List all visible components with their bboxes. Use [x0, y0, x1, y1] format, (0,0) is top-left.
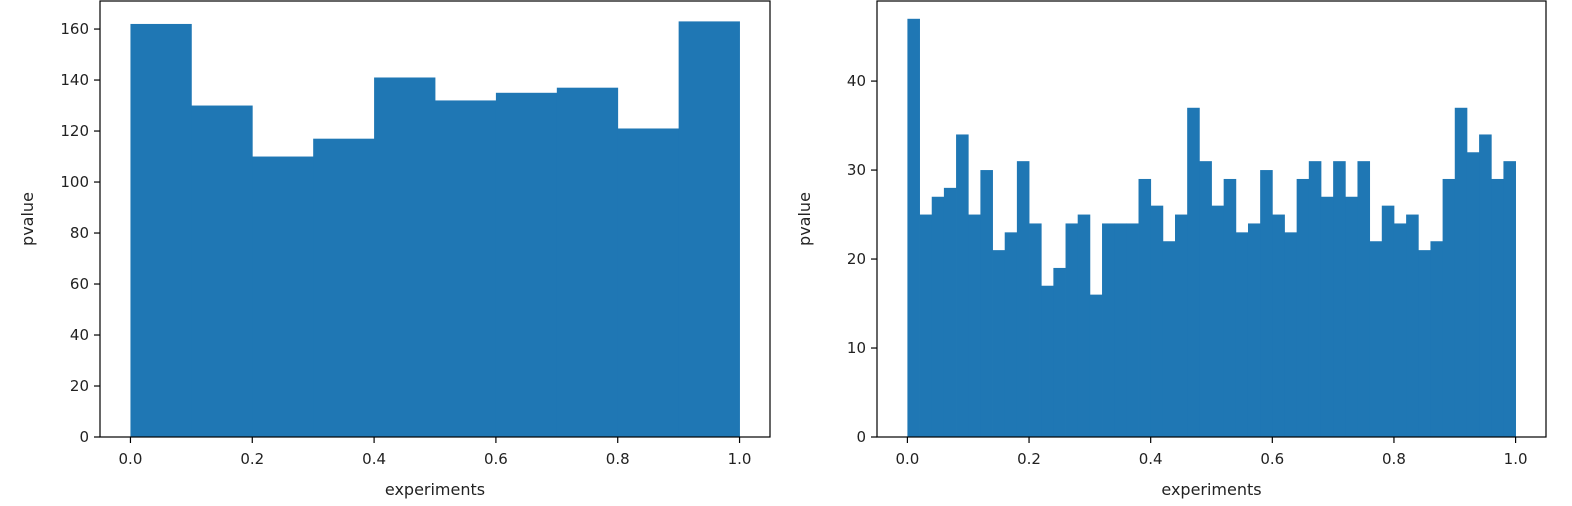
y-axis-label-right: pvalue	[795, 192, 814, 246]
histogram-bar	[1077, 214, 1091, 437]
histogram-bar	[1126, 223, 1139, 437]
y-tick-label: 30	[847, 161, 866, 179]
x-axis-label-left: experiments	[385, 480, 485, 499]
histogram-bar	[556, 87, 619, 437]
histogram-bar	[1357, 161, 1371, 437]
histogram-bar	[1211, 205, 1225, 437]
histogram-bar	[992, 250, 1006, 437]
x-tick-label: 0.2	[1017, 450, 1041, 468]
x-tick-label: 0.8	[1382, 450, 1406, 468]
histogram-bar	[1333, 161, 1346, 437]
y-tick-label: 60	[70, 275, 89, 293]
histogram-bar	[931, 196, 945, 437]
x-axis-label-right: experiments	[1161, 480, 1261, 499]
histogram-bar	[495, 92, 558, 437]
y-tick-label: 140	[60, 71, 89, 89]
histogram-bar	[1430, 241, 1444, 437]
histogram-bar	[1442, 178, 1456, 438]
histogram-bar	[678, 21, 740, 437]
histogram-bar	[1138, 178, 1152, 438]
histogram-bar	[1503, 161, 1516, 437]
histogram-bar	[980, 170, 993, 437]
y-tick-label: 100	[60, 173, 89, 191]
histogram-bar	[1479, 134, 1492, 437]
x-tick-label: 0.0	[895, 450, 919, 468]
histogram-bar	[1320, 196, 1334, 437]
y-tick-label: 40	[847, 72, 866, 90]
histogram-bar	[313, 138, 375, 437]
histogram-bar	[956, 134, 969, 437]
y-tick-label: 0	[79, 428, 89, 446]
histogram-bar	[1004, 232, 1018, 437]
plot-frame-right	[876, 0, 1547, 438]
histogram-bar	[1235, 232, 1249, 437]
y-tick-label: 80	[70, 224, 89, 242]
histogram-bar	[1393, 223, 1407, 437]
histogram-bar	[1466, 152, 1480, 437]
y-tick-label: 40	[70, 326, 89, 344]
histogram-bar	[919, 214, 933, 437]
histogram-bar	[907, 18, 920, 437]
y-axis-label-left: pvalue	[18, 192, 37, 246]
x-tick-label: 0.4	[362, 450, 386, 468]
histogram-bar	[1114, 223, 1127, 437]
histogram-bar	[1247, 223, 1261, 437]
x-tick-label: 1.0	[1504, 450, 1528, 468]
histogram-bar	[968, 214, 981, 437]
histogram-bar	[1491, 178, 1504, 438]
histogram-bar	[1260, 170, 1273, 437]
x-tick-label: 0.8	[606, 450, 630, 468]
histogram-bar	[1029, 223, 1042, 437]
histogram-bar	[617, 128, 680, 437]
histogram-bar	[1345, 196, 1358, 437]
histogram-bar	[1016, 161, 1030, 437]
x-tick-label: 0.4	[1139, 450, 1163, 468]
histogram-bar	[1175, 214, 1188, 437]
x-tick-label: 0.6	[1260, 450, 1284, 468]
plot-frame-left	[99, 0, 771, 438]
histogram-bar	[252, 156, 314, 437]
histogram-bar	[374, 77, 436, 438]
histogram-bar	[1041, 285, 1054, 437]
histogram-bar	[1369, 241, 1383, 437]
x-tick-label: 0.6	[484, 450, 508, 468]
histogram-bar	[1162, 241, 1176, 437]
histogram-bar	[1308, 161, 1322, 437]
histogram-bar	[1418, 250, 1431, 437]
y-tick-label: 120	[60, 122, 89, 140]
x-tick-label: 0.2	[240, 450, 264, 468]
histogram-bar	[435, 100, 497, 437]
histogram-bar	[1223, 178, 1237, 438]
histogram-bar	[130, 23, 192, 438]
histogram-bar	[1406, 214, 1419, 437]
histogram-bar	[1102, 223, 1115, 437]
histogram-bar	[1065, 223, 1079, 437]
y-tick-label: 160	[60, 20, 89, 38]
histogram-bar	[1053, 267, 1066, 437]
histogram-bar	[191, 105, 253, 437]
y-tick-label: 20	[70, 377, 89, 395]
histogram-bar	[943, 187, 957, 437]
histogram-bar	[1272, 214, 1285, 437]
x-tick-label: 0.0	[119, 450, 143, 468]
histogram-bar	[1199, 161, 1212, 437]
histogram-bar	[1187, 107, 1200, 437]
y-tick-label: 0	[856, 428, 866, 446]
x-tick-label: 1.0	[728, 450, 752, 468]
histogram-bar	[1454, 107, 1468, 437]
histogram-bar	[1089, 294, 1103, 437]
histogram-bar	[1296, 178, 1310, 438]
histogram-bar	[1284, 232, 1298, 437]
histogram-left: 0.0 0.2 0.4 0.6 0.8 1.0020406080100120140160 …	[18, 0, 771, 499]
histogram-bar	[1150, 205, 1164, 437]
y-tick-label: 10	[847, 339, 866, 357]
histogram-bar	[1381, 205, 1395, 437]
y-tick-label: 20	[847, 250, 866, 268]
